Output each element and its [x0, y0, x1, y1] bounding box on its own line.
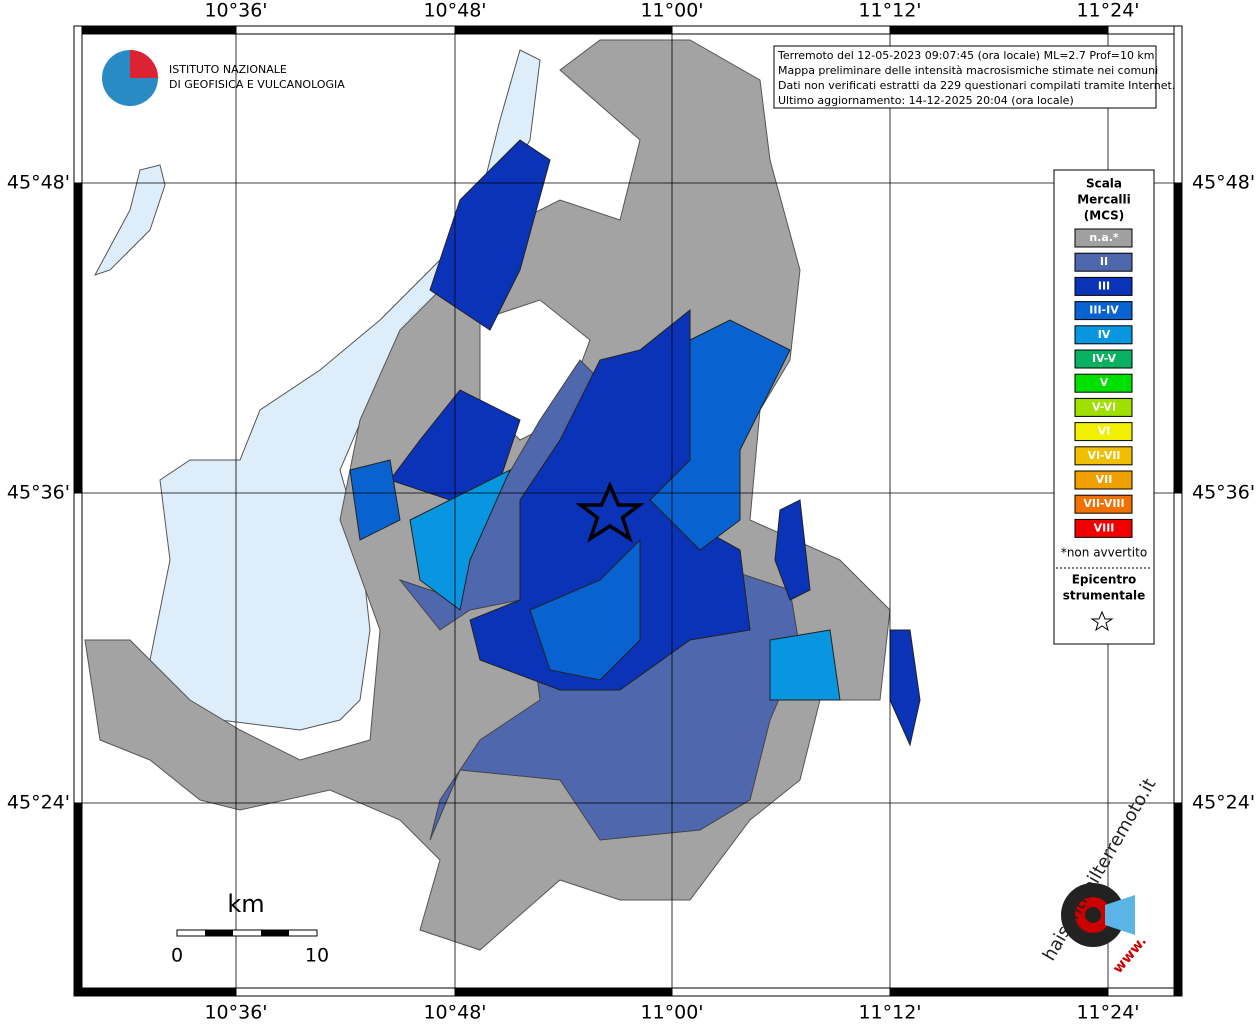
frame-bar: [889, 987, 1109, 997]
frame-bar: [73, 25, 83, 184]
legend-label: IV: [1098, 328, 1111, 341]
coord-label: 10°48': [423, 0, 486, 22]
scale-bar: km 0 10: [171, 890, 329, 967]
frame-bar: [1173, 492, 1183, 804]
legend-swatch: [1074, 228, 1133, 248]
coord-label: 11°12': [858, 0, 921, 22]
frame-bar: [889, 25, 1109, 35]
legend-swatch: [1074, 349, 1133, 369]
legend-swatch: [1074, 446, 1133, 466]
legend-label: VIII: [1094, 521, 1115, 534]
legend-swatch: [1074, 373, 1133, 393]
coord-label: 45°48': [7, 172, 70, 194]
legend-swatch: [1074, 301, 1133, 321]
legend-swatch: [1074, 276, 1133, 296]
frame-bar: [73, 492, 83, 804]
legend-label: VII: [1096, 473, 1113, 486]
scale-bar-frame: [176, 929, 318, 937]
ingv-logo: ISTITUTO NAZIONALE DI GEOFISICA E VULCAN…: [102, 50, 345, 106]
legend-swatch: [1074, 518, 1133, 538]
frame-bar: [454, 25, 673, 35]
legend-label: V-VI: [1092, 400, 1116, 413]
frame-bar: [73, 987, 237, 997]
legend-swatch: [1074, 422, 1133, 442]
graticule: 10°36' 10°36' 10°48' 10°48' 11°00' 11°00' 11°1…: [7, 0, 1255, 1024]
info-line: Terremoto del 12-05-2023 09:07:45 (ora l…: [777, 49, 1155, 62]
legend-swatch: [1074, 252, 1133, 272]
lake-garda: [149, 49, 541, 731]
legend-label: II: [1100, 255, 1108, 268]
frame-bar: [235, 987, 456, 997]
coord-label: 11°24': [1076, 1002, 1139, 1024]
legend-epicenter: strumentale: [1063, 589, 1146, 603]
frame-bar: [235, 25, 456, 35]
legend-label: VI-VII: [1087, 449, 1120, 462]
coord-label: 45°24': [7, 792, 70, 814]
badge-speaker: [1105, 895, 1135, 935]
coord-label: 10°36': [204, 0, 267, 22]
coord-label: 45°36': [1192, 482, 1255, 504]
frame-bar: [671, 25, 891, 35]
coord-label: 11°12': [858, 1002, 921, 1024]
legend-swatch: [1074, 470, 1133, 490]
legend-label: III-IV: [1089, 304, 1119, 317]
scale-bar-segment: [205, 930, 233, 936]
frame-bar: [1173, 182, 1183, 494]
legend: ScalaMercalli(MCS)n.a.*IIIIIIII-IVIVIV-V…: [1056, 177, 1152, 632]
logo-text: DI GEOFISICA E VULCANOLOGIA: [169, 78, 345, 91]
legend-label: VII-VIII: [1083, 497, 1124, 510]
legend-label: V: [1100, 376, 1109, 389]
info-box: [773, 45, 1157, 109]
frame-bar: [671, 987, 891, 997]
intensity-iv: [409, 468, 841, 701]
legend-swatch: [1074, 397, 1133, 417]
scale-end: 10: [305, 945, 329, 967]
legend-epicenter: Epicentro: [1072, 573, 1137, 587]
coord-label: 45°24': [1192, 792, 1255, 814]
frame-bar: [1173, 25, 1183, 184]
logo-text: ISTITUTO NAZIONALE: [169, 63, 287, 76]
legend-title: (MCS): [1084, 209, 1125, 223]
legend-swatch: [1074, 325, 1133, 345]
scale-start: 0: [171, 945, 183, 967]
scale-unit: km: [227, 890, 264, 918]
info-line: Mappa preliminare delle intensità macros…: [778, 64, 1158, 77]
frame-bar: [1107, 25, 1183, 35]
legend-star: [1090, 610, 1114, 632]
coord-label: 11°00': [640, 1002, 703, 1024]
frame-bar: [454, 987, 673, 997]
info-text: Terremoto del 12-05-2023 09:07:45 (ora l…: [777, 49, 1175, 107]
coord-label: 11°24': [1076, 0, 1139, 22]
map-area: [73, 25, 1183, 997]
frame-bar: [73, 802, 83, 997]
epicenter-star: [575, 480, 645, 543]
info-line: Ultimo aggiornamento: 14-12-2025 20:04 (…: [778, 94, 1074, 107]
legend-swatch: [1074, 494, 1133, 514]
legend-title: Mercalli: [1077, 193, 1131, 207]
frame-bar: [1107, 987, 1183, 997]
legend-label: III: [1098, 279, 1110, 292]
coord-label: 45°48': [1192, 172, 1255, 194]
lake: [93, 164, 166, 276]
frame-bar: [73, 25, 237, 35]
coord-label: 10°36': [204, 1002, 267, 1024]
intensity-iii-iv: [349, 319, 791, 681]
legend-label: VI: [1098, 425, 1111, 438]
logo-sector: [130, 50, 158, 78]
legend-title: Scala: [1086, 177, 1122, 191]
info-line: Dati non verificati estratti da 229 ques…: [778, 79, 1175, 92]
scale-bar-segment: [261, 930, 289, 936]
frame-bar: [1173, 802, 1183, 997]
badge-core: [1085, 907, 1101, 923]
legend-note: *non avvertito: [1061, 546, 1147, 560]
intensity-iii: [389, 139, 921, 747]
frame-bar: [73, 182, 83, 494]
legend-label: IV-V: [1092, 352, 1117, 365]
coord-label: 45°36': [7, 482, 70, 504]
coord-label: 11°00': [640, 0, 703, 22]
legend-label: n.a.*: [1089, 231, 1119, 244]
coord-label: 10°48': [423, 1002, 486, 1024]
